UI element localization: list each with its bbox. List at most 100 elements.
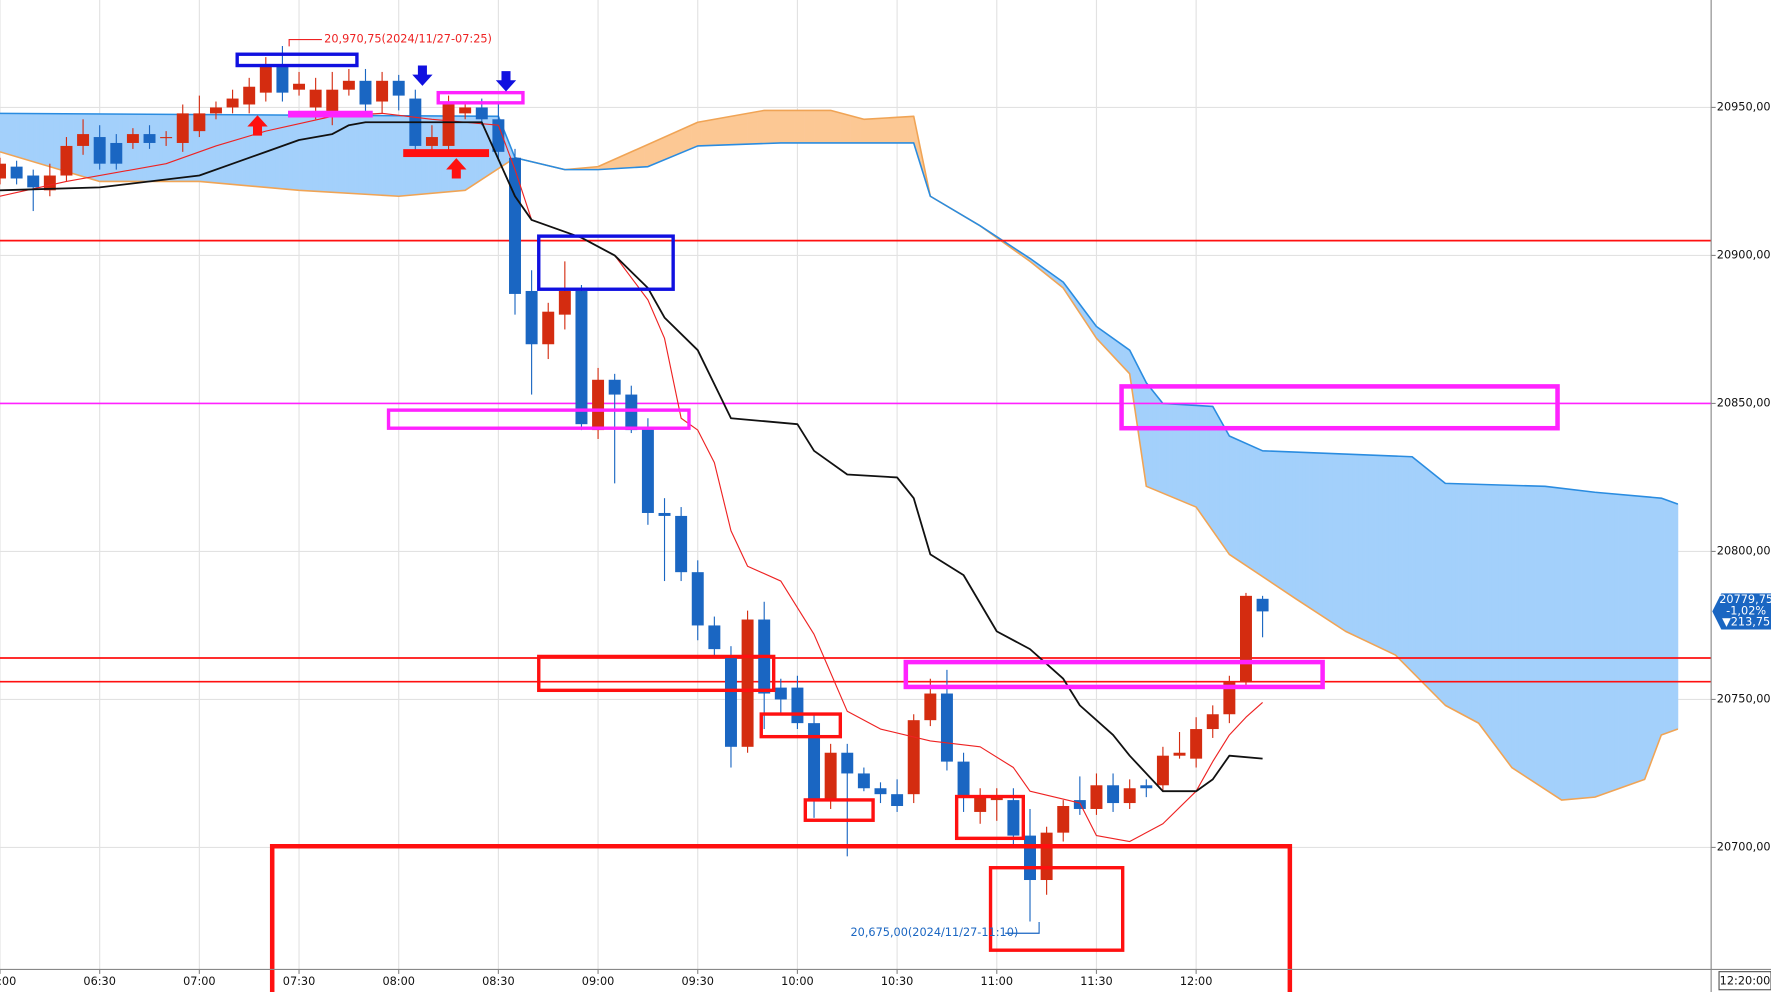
box (903, 659, 1325, 690)
cloud-fill (225, 114, 230, 185)
cloud-fill (1069, 290, 1074, 304)
cloud-fill (1398, 456, 1403, 662)
cloud-fill (1425, 467, 1430, 689)
candle-body (824, 752, 837, 801)
cloud-fill (1508, 485, 1513, 768)
candle-body (425, 137, 438, 146)
cloud-fill (172, 114, 177, 182)
cloud-fill (1651, 497, 1655, 762)
x-tick-label: 09:30 (681, 975, 714, 988)
cloud-fill (1219, 418, 1224, 545)
cloud-fill (714, 118, 719, 146)
cloud-fill (338, 115, 343, 193)
cloud-fill (1275, 451, 1280, 588)
cloud-fill (694, 122, 699, 148)
cloud-fill (73, 113, 77, 175)
cloud-fill (1388, 455, 1393, 654)
candle-body (459, 107, 472, 114)
candle-body (542, 311, 555, 345)
cloud-fill (1358, 454, 1363, 640)
cloud-fill (1302, 452, 1307, 606)
cloud-fill (0, 113, 4, 153)
cloud-fill (837, 112, 841, 143)
candle-body (1057, 806, 1070, 833)
cloud-fill (53, 113, 57, 169)
price-tag-change: -1,02% (1726, 604, 1766, 617)
cloud-fill (1618, 494, 1622, 789)
arrow-up (247, 115, 268, 136)
cloud-fill (760, 110, 765, 144)
cloud-fill (1648, 496, 1652, 771)
x-tick-label: 08:30 (482, 975, 515, 988)
cloud-fill (1528, 485, 1533, 781)
candle-body (1223, 681, 1236, 715)
candle-body (376, 80, 389, 102)
cloud-fill (368, 115, 373, 195)
candle-body (442, 104, 455, 146)
cloud-fill (647, 142, 652, 167)
cloud-fill (1043, 267, 1047, 275)
cloud-fill (1103, 331, 1107, 349)
candle-body (708, 625, 721, 650)
cloud-fill (1342, 453, 1346, 632)
cloud-fill (910, 116, 915, 143)
cloud-fill (1485, 484, 1489, 737)
cloud-fill (770, 110, 775, 144)
candle-body (259, 66, 272, 93)
cloud-fill (1448, 483, 1453, 709)
cloud-fill (23, 113, 27, 160)
cloud-fill (1252, 446, 1257, 573)
cloud-fill (318, 115, 323, 192)
candle-body (741, 619, 754, 747)
cloud-fill (1571, 489, 1576, 800)
candle-body (326, 89, 339, 114)
cloud-fill (1601, 492, 1606, 795)
cloud-fill (6, 113, 11, 155)
price-tag (1712, 593, 1771, 630)
cloud-fill (1109, 335, 1114, 357)
cloud-fill (691, 123, 695, 149)
cloud-fill (239, 114, 243, 186)
cloud-fill (1192, 405, 1197, 508)
time-marker: 12:20:00 (1720, 974, 1771, 987)
cloud-fill (1478, 484, 1483, 728)
cloud-fill (1591, 491, 1596, 798)
cloud-fill (627, 151, 632, 168)
cloud-fill (1066, 286, 1071, 299)
cloud-fill (1146, 382, 1150, 488)
cloud-fill (1166, 403, 1170, 496)
candle-body (1040, 832, 1053, 881)
cloud-fill (1039, 265, 1044, 273)
cloud-fill (1611, 493, 1616, 792)
candle-body (940, 693, 953, 762)
cloud-fill (385, 115, 390, 196)
cloud-fill (1594, 492, 1599, 798)
cloud-fill (1325, 453, 1330, 621)
cloud-fill (36, 113, 41, 164)
x-tick-label: 10:30 (881, 975, 914, 988)
cloud-fill (764, 110, 768, 144)
cloud-fill (302, 115, 307, 191)
cloud-fill (1471, 484, 1476, 722)
cloud-fill (1202, 405, 1207, 522)
candle-body (10, 166, 23, 179)
candle-body (392, 80, 405, 96)
cloud-fill (156, 114, 160, 182)
candle-body (43, 175, 56, 191)
cloud-fill (850, 115, 855, 143)
x-tick-label: 07:00 (183, 975, 216, 988)
cloud-fill (1335, 453, 1340, 628)
cloud-fill (1418, 462, 1423, 682)
cloud-fill (1491, 484, 1496, 746)
cloud-fill (136, 114, 140, 182)
cloud-fill (1375, 455, 1380, 648)
cloud-fill (1285, 451, 1290, 595)
cloud-fill (375, 115, 380, 196)
cloud-fill (1186, 404, 1190, 505)
cloud-fill (1176, 404, 1180, 501)
cloud-fill (1515, 485, 1519, 772)
cloud-fill (19, 113, 24, 159)
cloud-fill (724, 116, 728, 145)
cloud-fill (392, 115, 396, 197)
